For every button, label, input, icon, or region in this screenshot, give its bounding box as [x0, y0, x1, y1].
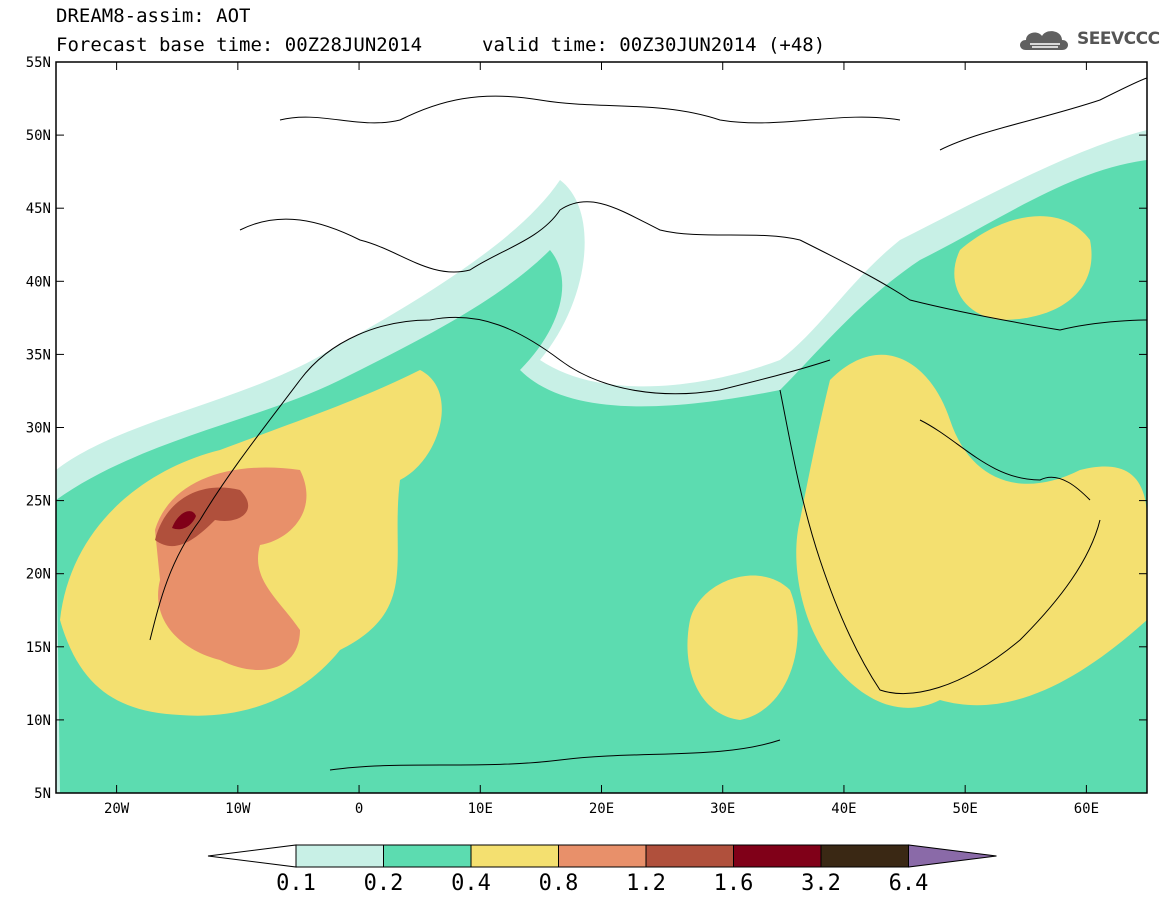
- lat-label: 35N: [26, 347, 51, 363]
- colorbar-label: 1.6: [713, 871, 754, 896]
- lon-label: 10W: [225, 801, 251, 817]
- lat-label: 10N: [26, 713, 51, 729]
- lon-label: 10E: [468, 801, 493, 817]
- lon-label: 30E: [710, 801, 735, 817]
- lat-label: 25N: [26, 494, 51, 510]
- aot-band-0.4-east: [796, 354, 1147, 708]
- lat-label: 15N: [26, 640, 51, 656]
- axis-tick-labels: 55N 50N 45N 40N 35N 30N 25N 20N 15N 10N 5N 20W 10W 0 1…: [26, 55, 1099, 817]
- colorbar-label: 0.8: [538, 871, 579, 896]
- lat-label: 40N: [26, 274, 51, 290]
- lon-label: 20W: [104, 801, 130, 817]
- valid-time: valid time: 00Z30JUN2014 (+48): [482, 34, 826, 56]
- seevccc-logo: SEEVCCC: [1016, 24, 1160, 54]
- aot-contours: [56, 130, 1147, 793]
- lat-label: 55N: [26, 55, 51, 71]
- lon-label: 40E: [831, 801, 856, 817]
- axis-ticks: [56, 61, 1147, 794]
- logo-text: SEEVCCC: [1077, 29, 1160, 49]
- aot-band-1.6: [172, 511, 196, 530]
- colorbar-label: 0.4: [451, 871, 491, 896]
- aot-band-0.4-central: [687, 575, 798, 720]
- colorbar-label: 6.4: [888, 871, 929, 896]
- map-title: DREAM8-assim: AOT: [56, 5, 251, 27]
- lon-label: 50E: [953, 801, 978, 817]
- aot-band-0.4-caspian: [954, 216, 1092, 320]
- lat-label: 45N: [26, 201, 51, 217]
- forecast-base-time: Forecast base time: 00Z28JUN2014: [56, 34, 423, 56]
- lon-label: 20E: [589, 801, 614, 817]
- colorbar-label: 1.2: [626, 871, 666, 896]
- lat-label: 30N: [26, 421, 51, 437]
- coastlines: [149, 77, 1147, 771]
- colorbar-label: 0.2: [363, 871, 404, 896]
- lon-label: 60E: [1074, 801, 1099, 817]
- lat-label: 50N: [26, 128, 51, 144]
- lat-label: 5N: [34, 786, 51, 802]
- lat-label: 20N: [26, 567, 51, 583]
- colorbar-label: 3.2: [801, 871, 841, 896]
- colorbar-label: 0.1: [276, 871, 316, 896]
- cloud-icon: [1020, 31, 1068, 50]
- lon-label: 0: [355, 801, 363, 817]
